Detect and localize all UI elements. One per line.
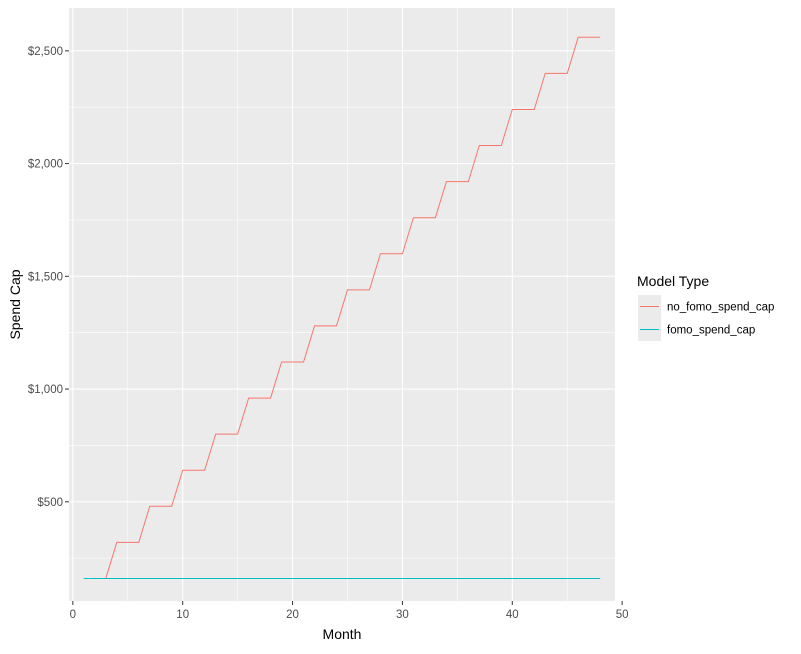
y-tick-label: $2,000 [28,159,63,171]
x-tick-label: 20 [286,609,299,621]
x-tick-label: 30 [396,609,409,621]
x-axis-title: Month [323,626,362,642]
x-axis: 0 10 20 30 40 50 [70,601,629,621]
minor-grid-lines [69,8,615,601]
legend-title: Model Type [637,273,709,289]
y-axis: $500 $1,000 $1,500 $2,000 $2,500 [28,46,69,509]
y-tick-label: $2,500 [28,46,63,58]
series-layer [83,36,601,579]
y-tick-label: $500 [37,497,63,509]
legend-label: no_fomo_spend_cap [667,302,774,314]
y-axis-title: Spend Cap [7,269,23,339]
legend-label: fomo_spend_cap [667,325,755,337]
x-tick-label: 50 [616,609,629,621]
x-tick-label: 10 [176,609,189,621]
y-tick-label: $1,000 [28,384,63,396]
y-tick-label: $1,500 [28,271,63,283]
plot-panel [69,8,615,601]
legend-items: no_fomo_spend_cap fomo_spend_cap [638,295,774,341]
major-grid-lines [69,8,623,601]
x-tick-label: 40 [506,609,519,621]
x-tick-label: 0 [70,609,76,621]
series-line-no-fomo-spend-cap [83,36,601,579]
legend: Model Type no_fomo_spend_cap fomo_spend_c… [637,273,774,341]
